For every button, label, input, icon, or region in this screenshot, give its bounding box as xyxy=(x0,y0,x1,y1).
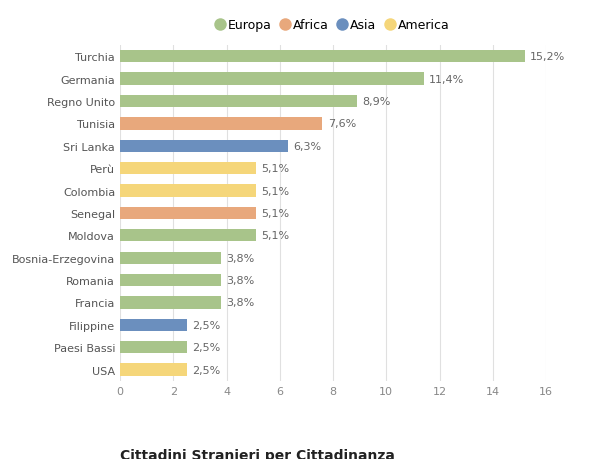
Text: 3,8%: 3,8% xyxy=(227,298,255,308)
Bar xyxy=(120,274,221,286)
Bar xyxy=(120,252,221,264)
Bar xyxy=(120,364,187,376)
Text: 5,1%: 5,1% xyxy=(261,208,289,218)
Bar xyxy=(120,297,221,309)
Legend: Europa, Africa, Asia, America: Europa, Africa, Asia, America xyxy=(213,15,453,36)
Text: 5,1%: 5,1% xyxy=(261,231,289,241)
Bar xyxy=(120,230,256,242)
Text: 5,1%: 5,1% xyxy=(261,164,289,174)
Text: 2,5%: 2,5% xyxy=(192,365,220,375)
Bar xyxy=(120,319,187,331)
Text: 7,6%: 7,6% xyxy=(328,119,356,129)
Text: 3,8%: 3,8% xyxy=(227,275,255,285)
Text: 5,1%: 5,1% xyxy=(261,186,289,196)
Text: 15,2%: 15,2% xyxy=(530,52,565,62)
Bar xyxy=(120,341,187,353)
Bar xyxy=(120,118,322,130)
Bar xyxy=(120,162,256,175)
Text: 8,9%: 8,9% xyxy=(362,97,391,107)
Text: Cittadini Stranieri per Cittadinanza: Cittadini Stranieri per Cittadinanza xyxy=(120,448,395,459)
Bar xyxy=(120,185,256,197)
Bar xyxy=(120,95,357,108)
Text: 2,5%: 2,5% xyxy=(192,320,220,330)
Bar xyxy=(120,207,256,219)
Text: 6,3%: 6,3% xyxy=(293,141,321,151)
Text: 2,5%: 2,5% xyxy=(192,342,220,353)
Bar xyxy=(120,51,525,63)
Bar xyxy=(120,140,288,152)
Bar xyxy=(120,73,424,85)
Text: 11,4%: 11,4% xyxy=(429,74,464,84)
Text: 3,8%: 3,8% xyxy=(227,253,255,263)
